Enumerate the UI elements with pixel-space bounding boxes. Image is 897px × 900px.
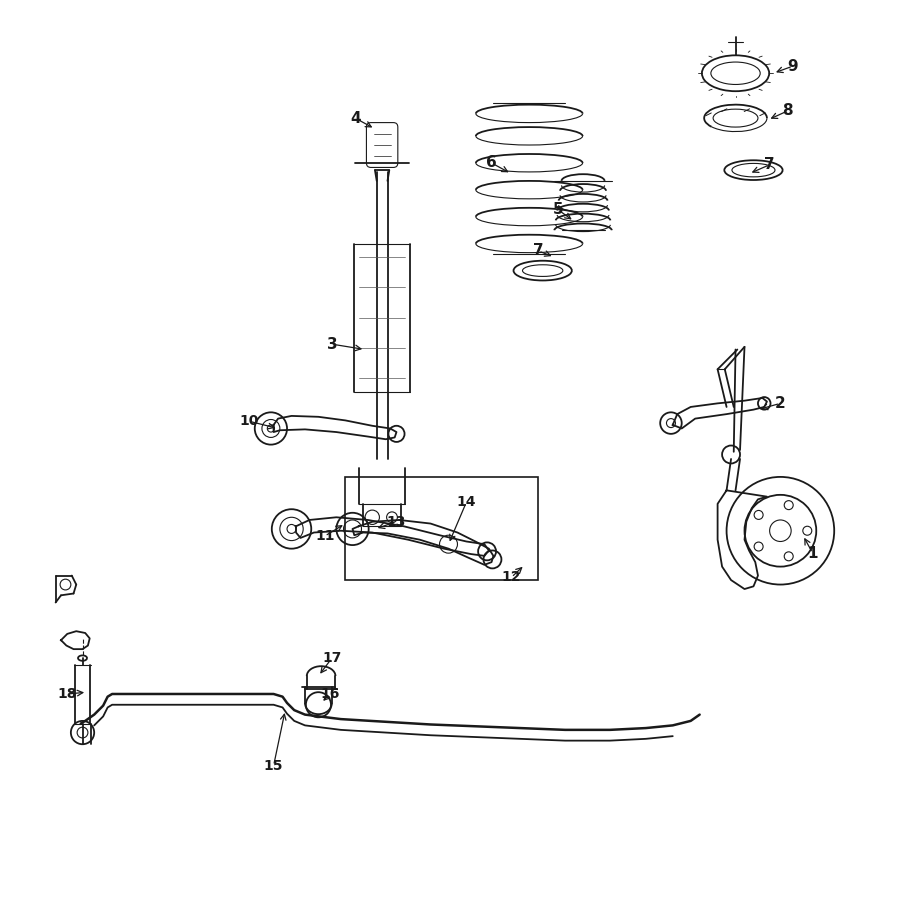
Text: 1: 1 xyxy=(807,545,818,561)
Text: 11: 11 xyxy=(315,529,335,543)
Text: 7: 7 xyxy=(764,158,775,172)
Text: 9: 9 xyxy=(788,58,798,74)
Text: 15: 15 xyxy=(264,759,283,773)
Text: 5: 5 xyxy=(553,202,563,217)
Text: 13: 13 xyxy=(387,515,406,529)
Text: 14: 14 xyxy=(457,495,476,509)
Text: 8: 8 xyxy=(782,104,793,119)
Bar xyxy=(345,477,538,580)
Text: 6: 6 xyxy=(486,156,497,170)
Text: 16: 16 xyxy=(320,687,340,701)
Text: 18: 18 xyxy=(57,687,77,701)
Text: 3: 3 xyxy=(327,337,337,352)
Text: 12: 12 xyxy=(501,571,521,584)
Text: 4: 4 xyxy=(350,111,361,126)
Text: 17: 17 xyxy=(322,651,342,665)
Text: 10: 10 xyxy=(239,414,259,428)
Text: 2: 2 xyxy=(775,396,786,411)
Text: 7: 7 xyxy=(533,243,544,258)
